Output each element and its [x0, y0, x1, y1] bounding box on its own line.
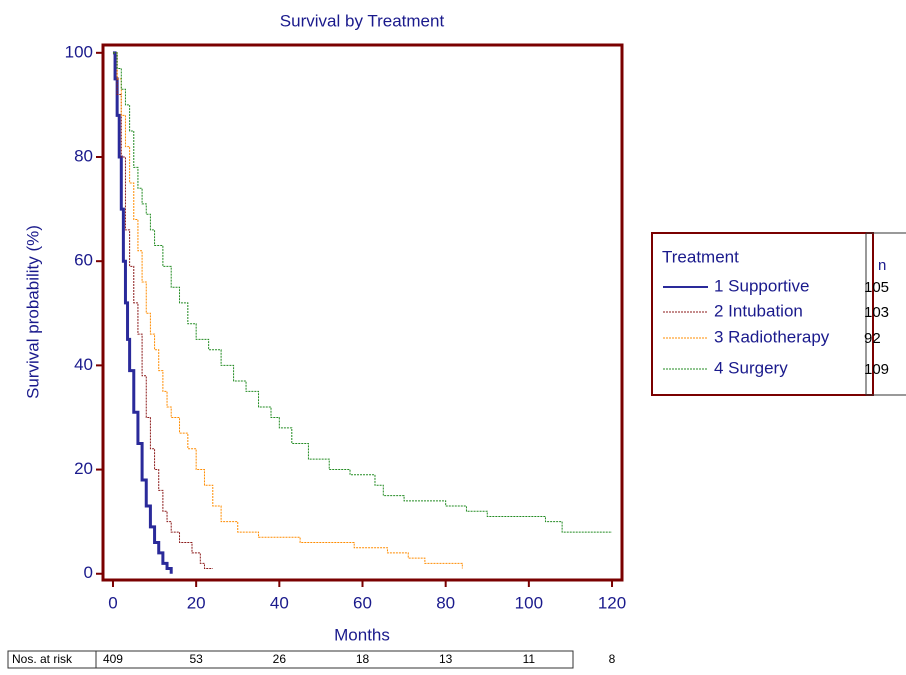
survival-curve — [112, 52, 613, 533]
legend-n-header: n — [878, 257, 886, 274]
at-risk-value: 53 — [189, 652, 203, 666]
y-axis-label: Survival probability (%) — [23, 225, 42, 399]
legend-label: 4 Surgery — [714, 358, 788, 377]
y-tick-label: 20 — [74, 459, 93, 478]
x-tick-label: 60 — [353, 593, 372, 612]
legend-n: 105 — [864, 279, 889, 296]
y-tick-label: 60 — [74, 251, 93, 270]
x-tick-label: 20 — [187, 593, 206, 612]
x-tick-label: 0 — [108, 593, 117, 612]
legend-label: 1 Supportive — [714, 276, 809, 295]
at-risk-value: 26 — [273, 652, 287, 666]
legend-n: 92 — [864, 330, 881, 347]
x-axis-label: Months — [334, 625, 390, 644]
at-risk-value: 409 — [103, 652, 123, 666]
at-risk-value: 13 — [439, 652, 453, 666]
y-tick-label: 40 — [74, 355, 93, 374]
survival-curve — [112, 52, 213, 570]
at-risk-value: 8 — [609, 652, 616, 666]
x-tick-label: 100 — [515, 593, 543, 612]
x-tick-label: 80 — [436, 593, 455, 612]
at-risk-value: 11 — [523, 652, 536, 666]
survival-curve — [112, 52, 463, 569]
legend-label: 3 Radiotherapy — [714, 327, 830, 346]
y-tick-label: 100 — [65, 42, 93, 61]
x-tick-label: 120 — [598, 593, 626, 612]
legend-n: 103 — [864, 304, 889, 321]
at-risk-label: Nos. at risk — [12, 652, 73, 666]
y-tick-label: 0 — [84, 563, 93, 582]
legend-title: Treatment — [662, 247, 739, 266]
y-tick-label: 80 — [74, 146, 93, 165]
legend-n: 109 — [864, 361, 889, 378]
legend-box — [651, 232, 874, 396]
plot-frame — [101, 43, 624, 582]
legend-label: 2 Intubation — [714, 301, 803, 320]
survival-curve — [112, 51, 173, 574]
at-risk-value: 18 — [356, 652, 370, 666]
at-risk-box — [7, 650, 574, 669]
x-tick-label: 40 — [270, 593, 289, 612]
chart-title: Survival by Treatment — [280, 11, 445, 30]
